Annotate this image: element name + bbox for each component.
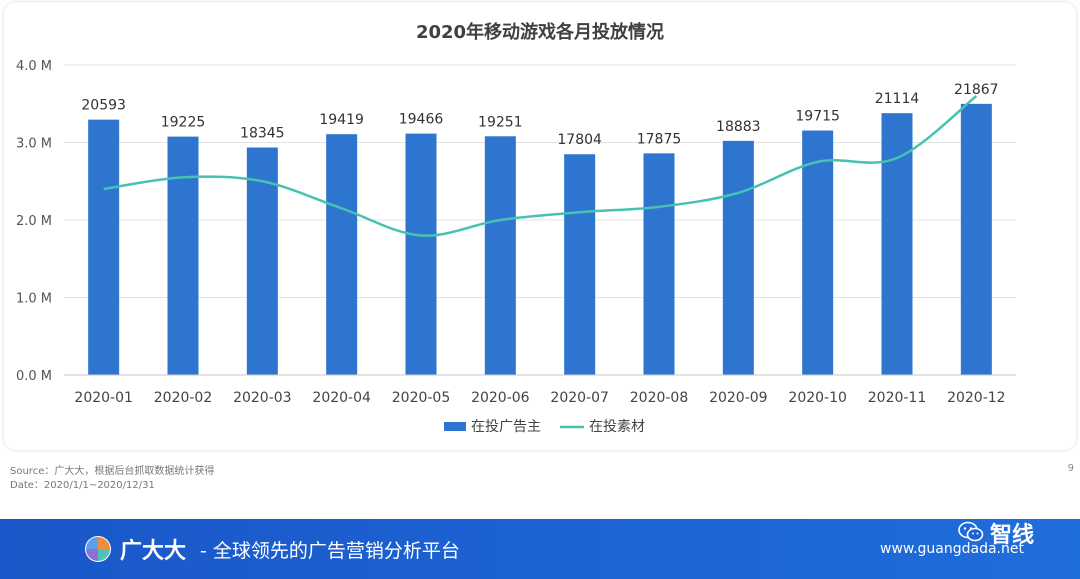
wechat-icon — [958, 521, 984, 542]
bar — [802, 130, 834, 375]
page-number: 9 — [1067, 463, 1074, 474]
x-tick-label: 2020-10 — [788, 390, 847, 406]
data-label: 19715 — [795, 109, 840, 125]
data-label: 17875 — [637, 131, 682, 147]
x-tick-label: 2020-08 — [630, 390, 689, 406]
data-label: 19419 — [319, 112, 364, 128]
data-labels: 20593 19225 18345 19419 19466 19251 17804 17875… — [81, 82, 998, 148]
data-label: 21114 — [875, 91, 920, 107]
y-tick-label: 3.0 M — [16, 137, 52, 152]
bar — [88, 119, 120, 376]
data-label: 19225 — [161, 115, 206, 131]
bar — [326, 134, 358, 375]
chart-title: 2020年移动游戏各月投放情况 — [416, 21, 664, 43]
legend: 在投广告主 在投素材 — [444, 419, 645, 435]
chart-card: 20593 19225 18345 19419 19466 19251 17804 17875… — [4, 2, 1076, 450]
y-tick-label: 2.0 M — [16, 214, 52, 229]
bar — [643, 153, 675, 375]
x-tick-label: 2020-12 — [947, 390, 1006, 406]
y-tick-label: 1.0 M — [16, 292, 52, 307]
x-tick-label: 2020-06 — [471, 390, 530, 406]
line-series — [103, 95, 978, 237]
pie-logo-icon — [85, 536, 111, 562]
y-tick-label: 0.0 M — [16, 369, 52, 384]
footer-bar: 广大大 - 全球领先的广告营销分析平台 www.guangdada.net 智线 — [0, 519, 1080, 579]
date-note: Date：2020/1/1~2020/12/31 — [10, 480, 155, 491]
footer-watermark: 智线 — [990, 523, 1035, 548]
footer-slogan: - 全球领先的广告营销分析平台 — [200, 540, 460, 562]
series-line-materials — [103, 95, 978, 237]
y-tick-label: 4.0 M — [16, 59, 52, 74]
gridlines — [64, 64, 1016, 298]
bar — [405, 133, 437, 375]
data-label: 18883 — [716, 119, 761, 135]
bar — [167, 136, 199, 375]
legend-label-advertisers: 在投广告主 — [471, 419, 541, 435]
bar — [484, 136, 516, 375]
data-label: 18345 — [240, 126, 285, 142]
chart: 20593 19225 18345 19419 19466 19251 17804 17875… — [16, 21, 1016, 435]
bar — [722, 140, 754, 375]
x-tick-label: 2020-09 — [709, 390, 768, 406]
x-tick-label: 2020-07 — [550, 390, 609, 406]
data-label: 20593 — [81, 98, 126, 114]
legend-swatch-advertisers — [444, 422, 466, 431]
x-tick-label: 2020-05 — [392, 390, 451, 406]
footer-url[interactable]: www.guangdada.net — [880, 541, 1024, 557]
bar — [246, 147, 278, 375]
x-tick-label: 2020-04 — [312, 390, 371, 406]
data-label: 17804 — [557, 132, 602, 148]
footer-brand: 广大大 — [120, 539, 187, 564]
source-note: Source：广大大，根据后台抓取数据统计获得 — [10, 466, 215, 477]
bar — [564, 154, 596, 375]
legend-label-materials: 在投素材 — [589, 419, 645, 435]
bar — [960, 103, 992, 376]
x-tick-label: 2020-03 — [233, 390, 292, 406]
axes: 0.0 M 1.0 M 2.0 M 3.0 M 4.0 M 2020-01 2020-02 2… — [16, 59, 1016, 406]
data-label: 19466 — [399, 112, 444, 128]
data-label: 21867 — [954, 82, 999, 98]
x-tick-label: 2020-11 — [868, 390, 927, 406]
data-label: 19251 — [478, 114, 523, 130]
x-tick-label: 2020-02 — [154, 390, 213, 406]
x-tick-label: 2020-01 — [74, 390, 133, 406]
bars — [88, 103, 992, 376]
